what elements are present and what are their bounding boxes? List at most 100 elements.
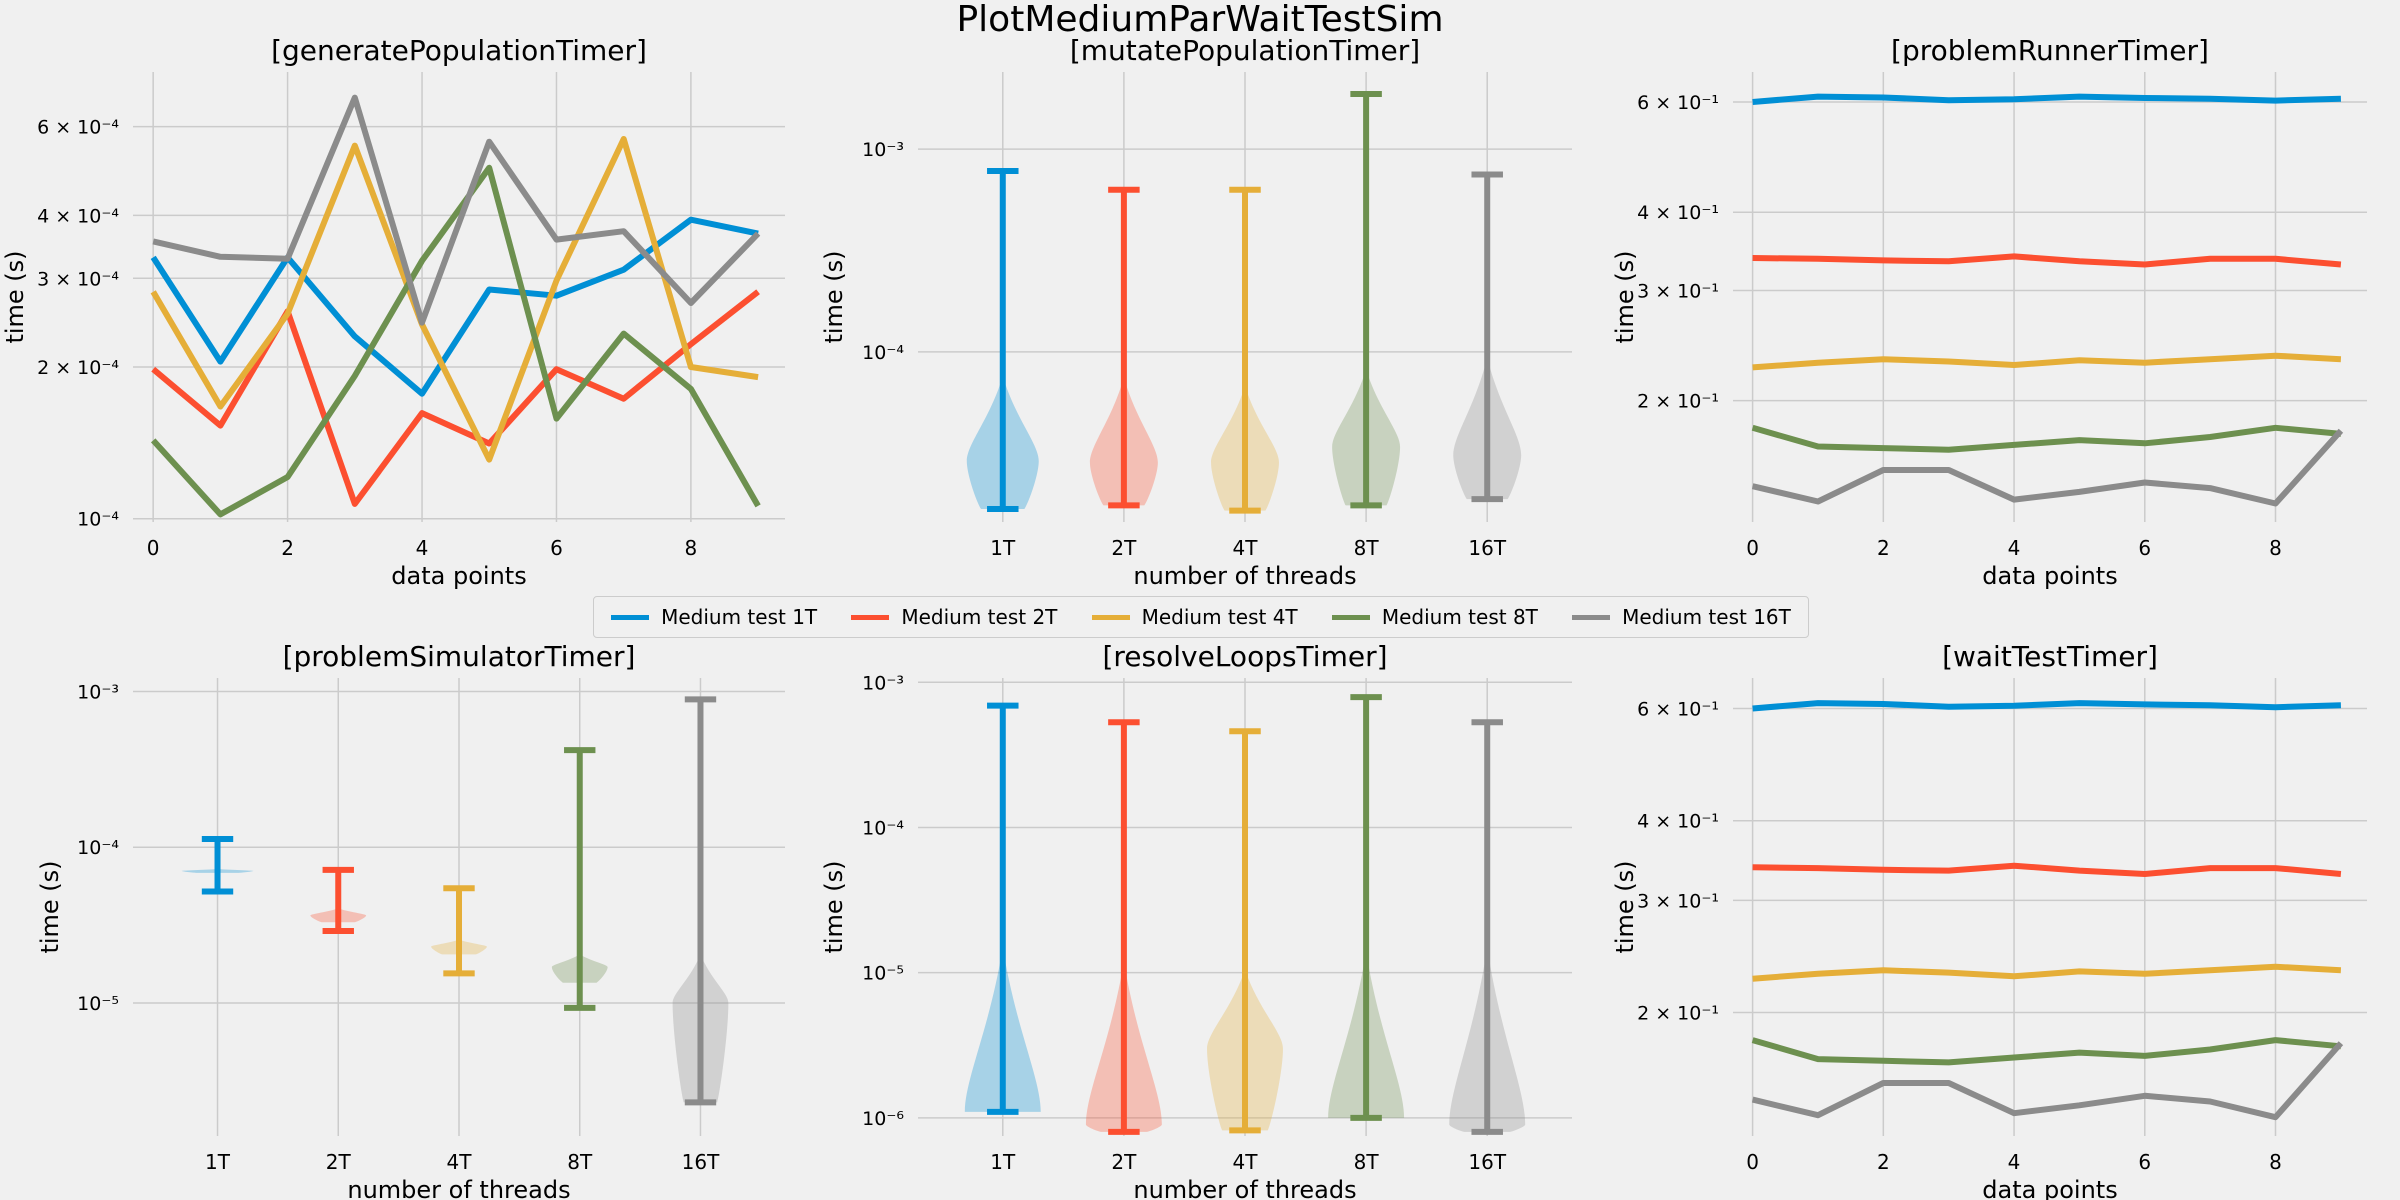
legend-entry-2t: Medium test 2T (851, 605, 1057, 629)
chart-simulator: [problemSimulatorTimer] 1T 2T 4T 8T 16T 10⁻⁵ 10… (36, 640, 785, 1200)
series-line-4 (1751, 424, 2342, 453)
y-tick-label: 4 × 10⁻¹ (1637, 811, 1719, 833)
series-line-1 (1752, 93, 2341, 105)
series-line-5 (1751, 1041, 2344, 1121)
y-axis-label: time (s) (820, 250, 848, 343)
figure-title: PlotMediumParWaitTestSim (956, 0, 1444, 40)
x-tick-label: 6 (2138, 1150, 2151, 1174)
y-tick-label: 3 × 10⁻¹ (1637, 890, 1719, 912)
y-tick-label: 4 × 10⁻⁴ (37, 205, 119, 227)
y-tick-label: 10⁻⁵ (862, 963, 904, 985)
y-tick-label: 10⁻⁴ (862, 342, 904, 364)
series-line-3 (1752, 352, 2342, 371)
y-tick-label: 3 × 10⁻⁴ (37, 268, 119, 290)
series-line-2 (1752, 862, 2342, 877)
y-tick-label: 10⁻⁶ (862, 1108, 904, 1130)
y-axis-label: time (s) (1611, 250, 1639, 343)
x-tick-label: 4T (447, 1150, 473, 1174)
legend-label: Medium test 4T (1141, 605, 1298, 629)
chart-runner: [problemRunnerTimer] 0 2 4 6 8 2 × 10⁻¹ 3 × 10⁻… (1611, 34, 2367, 590)
chart-title: [waitTestTimer] (1942, 640, 2158, 673)
x-axis-label: number of threads (1133, 1176, 1356, 1200)
y-tick-label: 2 × 10⁻¹ (1637, 1003, 1719, 1025)
series-line-1 (1752, 700, 2341, 712)
x-tick-label: 4 (416, 536, 429, 560)
x-axis-label: number of threads (1133, 562, 1356, 590)
x-tick-label: 2T (1111, 536, 1137, 560)
x-tick-label: 4T (1233, 1150, 1259, 1174)
y-tick-label: 6 × 10⁻⁴ (37, 117, 119, 139)
legend-label: Medium test 2T (901, 605, 1058, 629)
y-axis-label: time (s) (820, 860, 848, 953)
x-tick-label: 16T (1468, 536, 1506, 560)
chart-title: [generatePopulationTimer] (271, 34, 647, 67)
legend-label: Medium test 16T (1622, 605, 1791, 629)
legend-entry-8t: Medium test 8T (1331, 605, 1538, 629)
y-tick-label: 4 × 10⁻¹ (1637, 202, 1719, 224)
series-line-3 (1752, 963, 2342, 982)
x-tick-label: 0 (147, 536, 160, 560)
y-tick-label: 6 × 10⁻¹ (1637, 699, 1719, 721)
y-axis-label: time (s) (1, 250, 29, 343)
x-axis-label: number of threads (347, 1176, 570, 1200)
x-tick-label: 6 (2138, 536, 2151, 560)
x-tick-label: 8T (1354, 536, 1380, 560)
series-line-5 (152, 94, 761, 326)
y-tick-label: 2 × 10⁻¹ (1637, 391, 1719, 413)
chart-title: [mutatePopulationTimer] (1070, 34, 1420, 67)
y-tick-label: 2 × 10⁻⁴ (37, 357, 119, 379)
series-line-5 (1751, 428, 2344, 507)
y-tick-label: 10⁻⁴ (77, 509, 119, 531)
y-tick-label: 10⁻³ (862, 139, 904, 161)
series-line-3 (150, 136, 759, 463)
x-tick-label: 8T (1354, 1150, 1380, 1174)
chart-title: [problemRunnerTimer] (1891, 34, 2209, 67)
x-tick-label: 4T (1233, 536, 1259, 560)
x-tick-label: 1T (990, 536, 1016, 560)
legend-label: Medium test 8T (1381, 605, 1538, 629)
x-tick-label: 4 (2008, 1150, 2021, 1174)
x-tick-label: 16T (682, 1150, 720, 1174)
x-tick-label: 8 (2269, 536, 2282, 560)
x-tick-label: 6 (550, 536, 563, 560)
legend-swatch (1572, 614, 1611, 620)
legend-label: Medium test 1T (661, 605, 818, 629)
y-tick-label: 3 × 10⁻¹ (1637, 280, 1719, 302)
legend-entry-4t: Medium test 4T (1091, 605, 1298, 629)
x-tick-label: 8 (685, 536, 698, 560)
x-axis-label: data points (1982, 1176, 2117, 1200)
legend-entry-16t: Medium test 16T (1572, 605, 1791, 629)
legend: Medium test 1T Medium test 2T Medium tes… (593, 596, 1809, 638)
x-tick-label: 8 (2269, 1150, 2282, 1174)
x-tick-label: 0 (1746, 1150, 1759, 1174)
series-line-4 (1751, 1037, 2342, 1066)
series-line-2 (1752, 253, 2342, 268)
chart-title: [resolveLoopsTimer] (1102, 640, 1387, 673)
y-tick-label: 10⁻⁵ (77, 993, 119, 1015)
chart-title: [problemSimulatorTimer] (283, 640, 636, 673)
x-axis-label: data points (391, 562, 526, 590)
legend-swatch (611, 614, 650, 620)
y-tick-label: 10⁻³ (77, 681, 119, 703)
y-axis-label: time (s) (1611, 860, 1639, 953)
x-tick-label: 8T (567, 1150, 593, 1174)
legend-swatch (1331, 614, 1370, 620)
legend-swatch (1091, 614, 1130, 620)
x-axis-label: data points (1982, 562, 2117, 590)
chart-wait: [waitTestTimer] 0 2 4 6 8 2 × 10⁻¹ 3 × 10⁻¹ 4 × … (1611, 640, 2367, 1200)
x-tick-label: 4 (2008, 536, 2021, 560)
x-tick-label: 2T (326, 1150, 352, 1174)
chart-generate: [generatePopulationTimer] 0 2 4 6 8 10⁻⁴ 2 × 10… (1, 34, 785, 590)
x-tick-label: 2 (1877, 1150, 1890, 1174)
legend-entry-1t: Medium test 1T (611, 605, 817, 629)
y-axis-label: time (s) (36, 860, 64, 953)
y-tick-label: 6 × 10⁻¹ (1637, 92, 1719, 114)
series-line-2 (151, 289, 760, 507)
y-tick-label: 10⁻⁴ (862, 817, 904, 839)
legend-swatch (851, 614, 890, 620)
series-line-4 (150, 164, 761, 518)
x-tick-label: 16T (1468, 1150, 1506, 1174)
x-tick-label: 2 (281, 536, 294, 560)
